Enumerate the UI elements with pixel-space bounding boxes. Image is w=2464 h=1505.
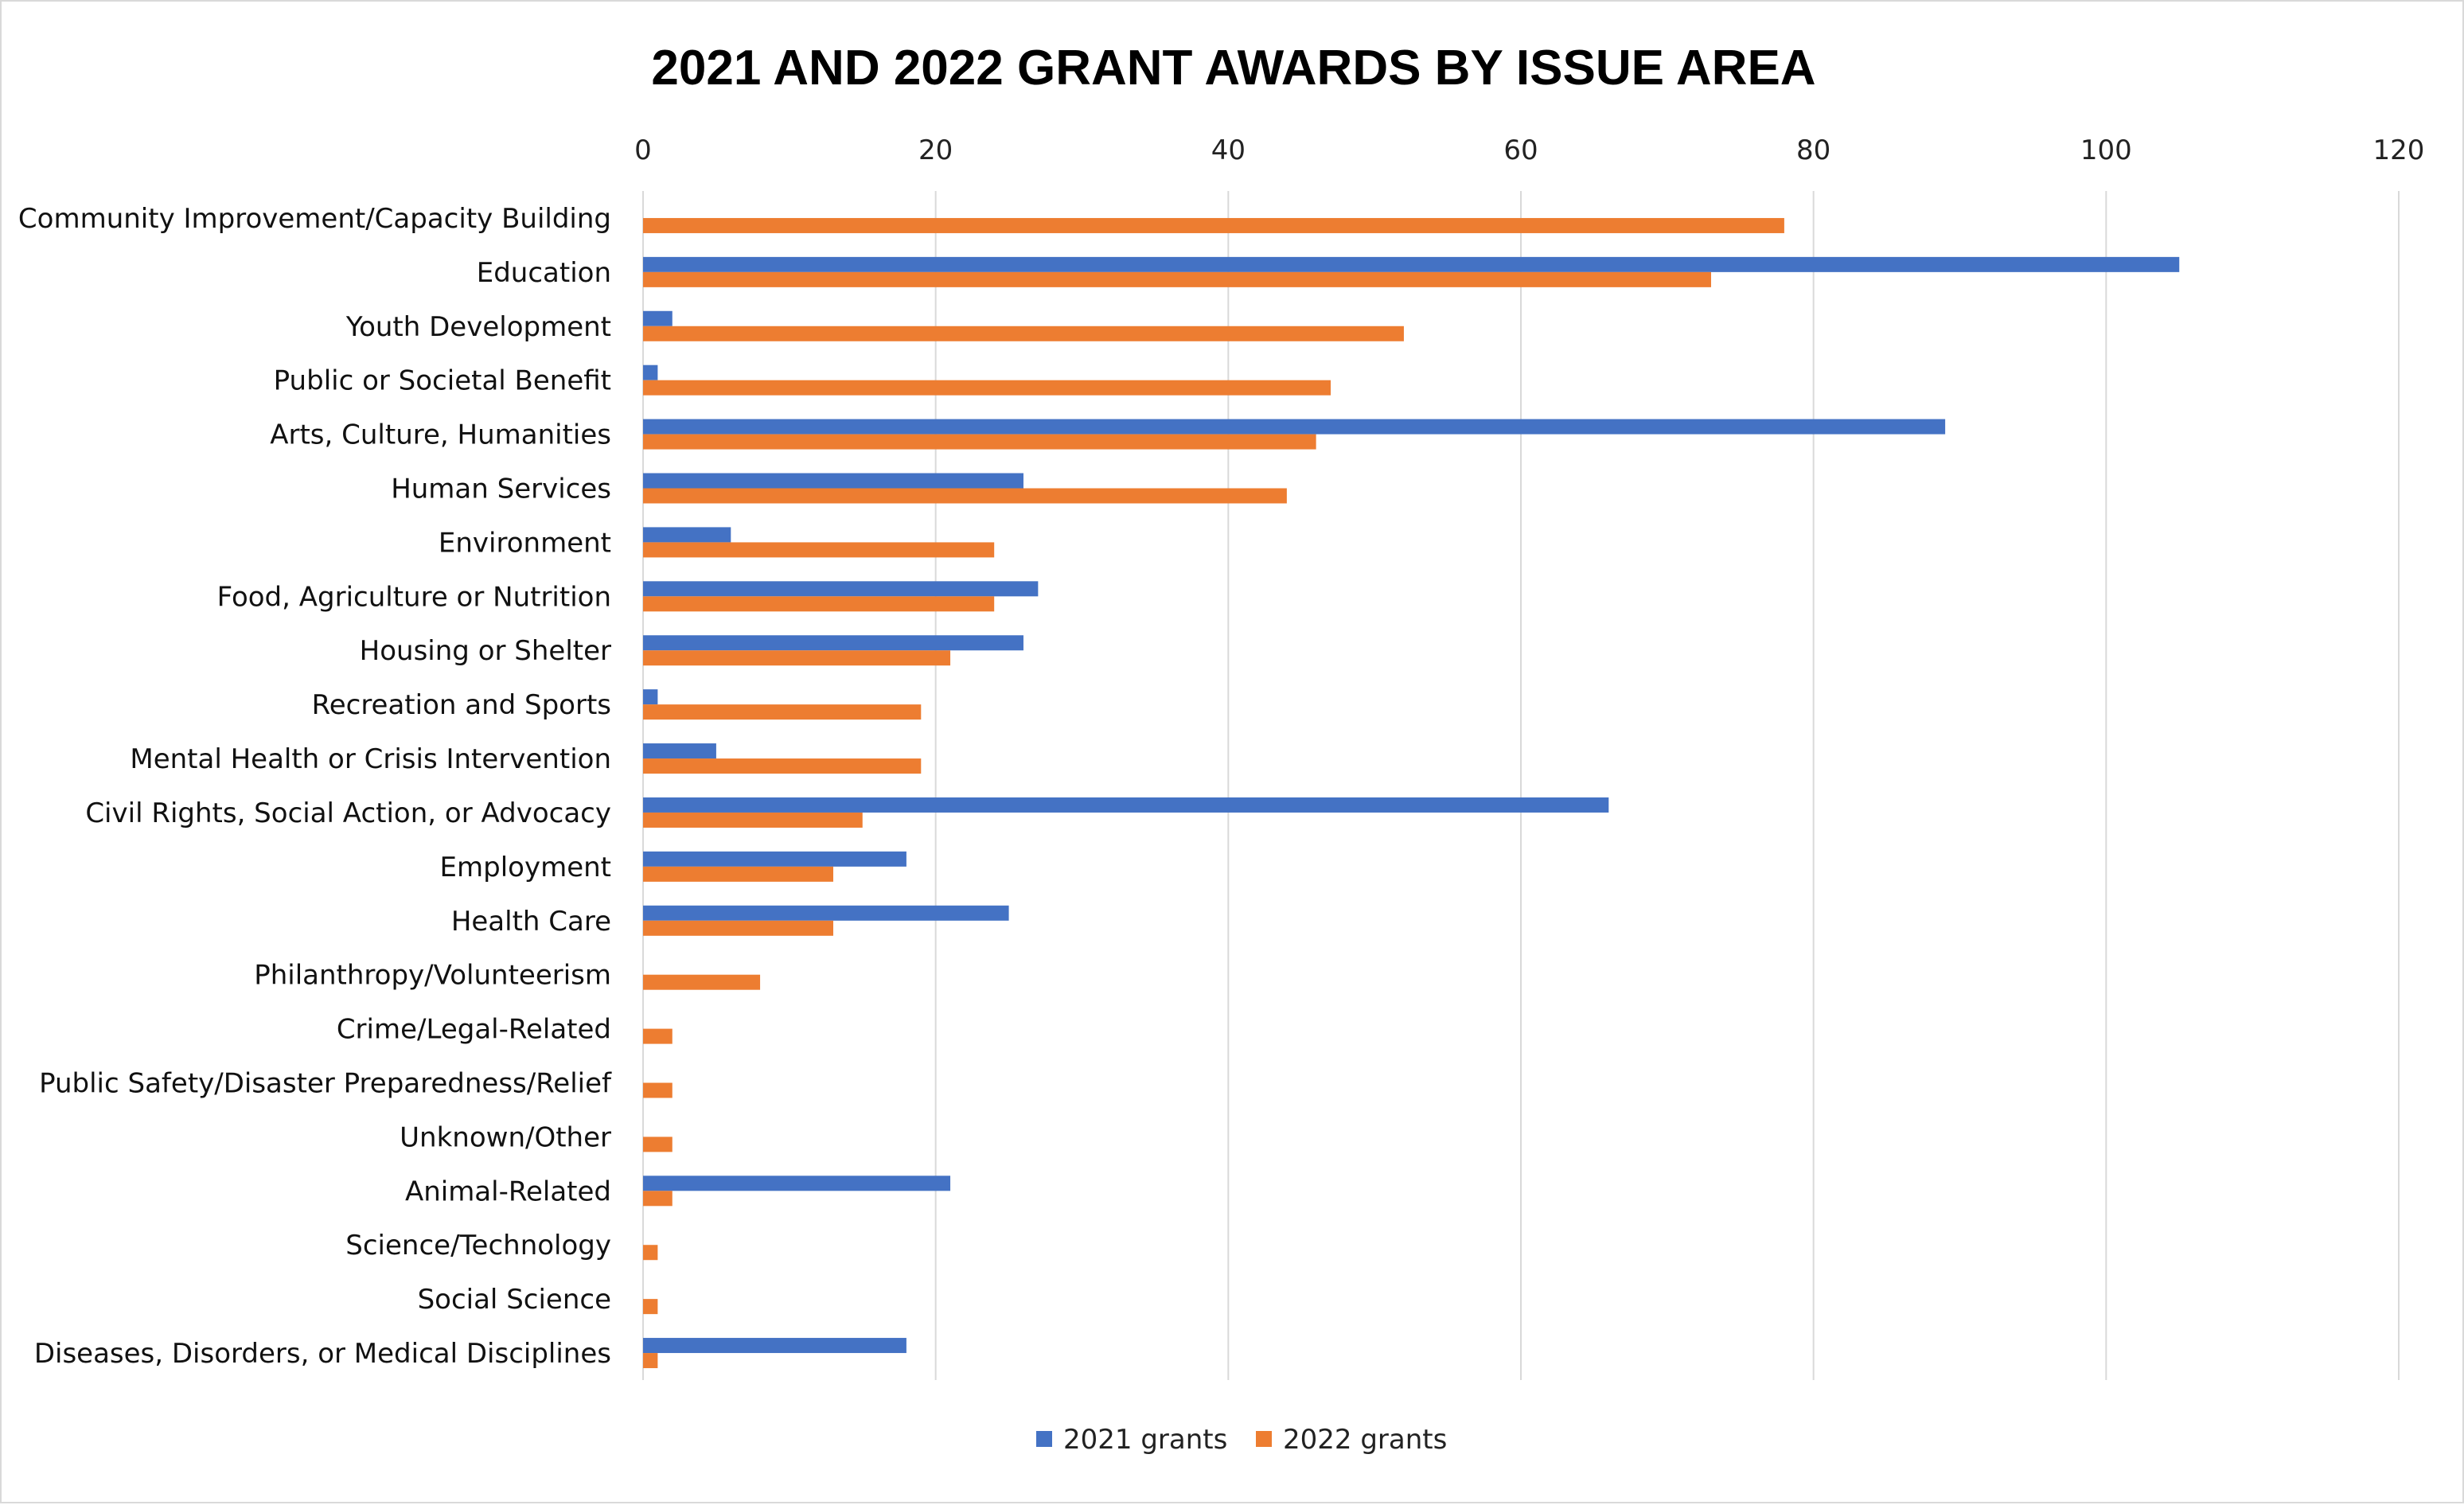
category-label: Human Services: [391, 474, 611, 505]
category-label: Philanthropy/Volunteerism: [254, 960, 611, 992]
bar-2021-grants: [643, 743, 716, 759]
category-label: Diseases, Disorders, or Medical Discipli…: [34, 1338, 611, 1370]
bar-2022-grants: [643, 326, 1404, 341]
category-label: Employment: [440, 852, 611, 883]
bar-2021-grants: [643, 797, 1609, 813]
x-tick-label: 120: [2373, 135, 2425, 166]
bar-2022-grants: [643, 650, 951, 666]
bar-2022-grants: [643, 1028, 673, 1044]
category-label: Animal-Related: [405, 1176, 611, 1207]
bar-2021-grants: [643, 473, 1023, 489]
category-label: Unknown/Other: [400, 1121, 611, 1153]
bar-2022-grants: [643, 434, 1316, 450]
gridlines: [642, 191, 2400, 1380]
bar-2021-grants: [643, 635, 1023, 651]
bar-2022-grants: [643, 488, 1287, 504]
bar-2021-grants: [643, 256, 2180, 272]
x-tick-label: 60: [1503, 135, 1538, 166]
bar-2022-grants: [643, 1191, 673, 1207]
legend-swatch: [1256, 1431, 1272, 1447]
bar-2021-grants: [643, 905, 1009, 921]
legend-label: 2021 grants: [1063, 1424, 1227, 1456]
category-labels: Community Improvement/Capacity Building E…: [18, 203, 612, 1370]
x-tick-label: 100: [2080, 135, 2132, 166]
category-label: Public Safety/Disaster Preparedness/Reli…: [39, 1068, 612, 1100]
category-label: Recreation and Sports: [312, 689, 611, 721]
bar-2022-grants: [643, 812, 863, 828]
category-label: Community Improvement/Capacity Building: [18, 203, 611, 235]
bar-2022-grants: [643, 758, 922, 774]
category-label: Arts, Culture, Humanities: [270, 419, 611, 451]
bar-2021-grants: [643, 1176, 951, 1191]
legend: 2021 grants 2022 grants: [1036, 1424, 1447, 1456]
bar-2022-grants: [643, 596, 995, 612]
bar-2022-grants: [643, 866, 833, 882]
category-label: Social Science: [418, 1284, 611, 1316]
x-tick-label: 40: [1211, 135, 1246, 166]
bar-2021-grants: [643, 365, 658, 380]
bar-2021-grants: [643, 581, 1039, 597]
category-label: Mental Health or Crisis Intervention: [130, 743, 611, 775]
bar-2022-grants: [643, 1137, 673, 1152]
category-label: Health Care: [451, 906, 611, 938]
bar-2022-grants: [643, 271, 1711, 287]
category-label: Youth Development: [345, 311, 611, 343]
legend-label: 2022 grants: [1283, 1424, 1447, 1456]
chart-title: 2021 AND 2022 GRANT AWARDS BY ISSUE AREA: [651, 41, 1815, 96]
x-axis-ticks: 0 20 40 60 80 100 120: [634, 135, 2424, 166]
category-label: Environment: [439, 527, 611, 559]
bar-2022-grants: [643, 1245, 658, 1261]
bar-2021-grants: [643, 689, 658, 705]
x-tick-label: 80: [1796, 135, 1830, 166]
bar-2021-grants: [643, 419, 1946, 435]
category-label: Public or Societal Benefit: [274, 365, 611, 397]
category-label: Crime/Legal-Related: [337, 1014, 611, 1046]
bar-2022-grants: [643, 1082, 673, 1098]
x-tick-label: 20: [918, 135, 953, 166]
bar-2022-grants: [643, 974, 761, 990]
legend-swatch: [1036, 1431, 1052, 1447]
bar-2022-grants: [643, 1299, 658, 1315]
bar-2021-grants: [643, 851, 906, 867]
category-label: Housing or Shelter: [360, 635, 611, 667]
bar-2021-grants: [643, 527, 731, 543]
category-label: Civil Rights, Social Action, or Advocacy: [85, 797, 611, 829]
x-tick-label: 0: [634, 135, 652, 166]
bar-2021-grants: [643, 1338, 906, 1354]
bar-2022-grants: [643, 704, 922, 720]
bar-2022-grants: [643, 542, 995, 558]
category-label: Food, Agriculture or Nutrition: [217, 581, 611, 613]
category-label: Science/Technology: [345, 1230, 611, 1261]
bar-2022-grants: [643, 217, 1784, 233]
bar-2022-grants: [643, 920, 833, 936]
category-label: Education: [477, 257, 611, 289]
bar-2022-grants: [643, 380, 1331, 396]
bars: [643, 217, 2180, 1369]
bar-2022-grants: [643, 1353, 658, 1369]
bar-2021-grants: [643, 310, 673, 326]
